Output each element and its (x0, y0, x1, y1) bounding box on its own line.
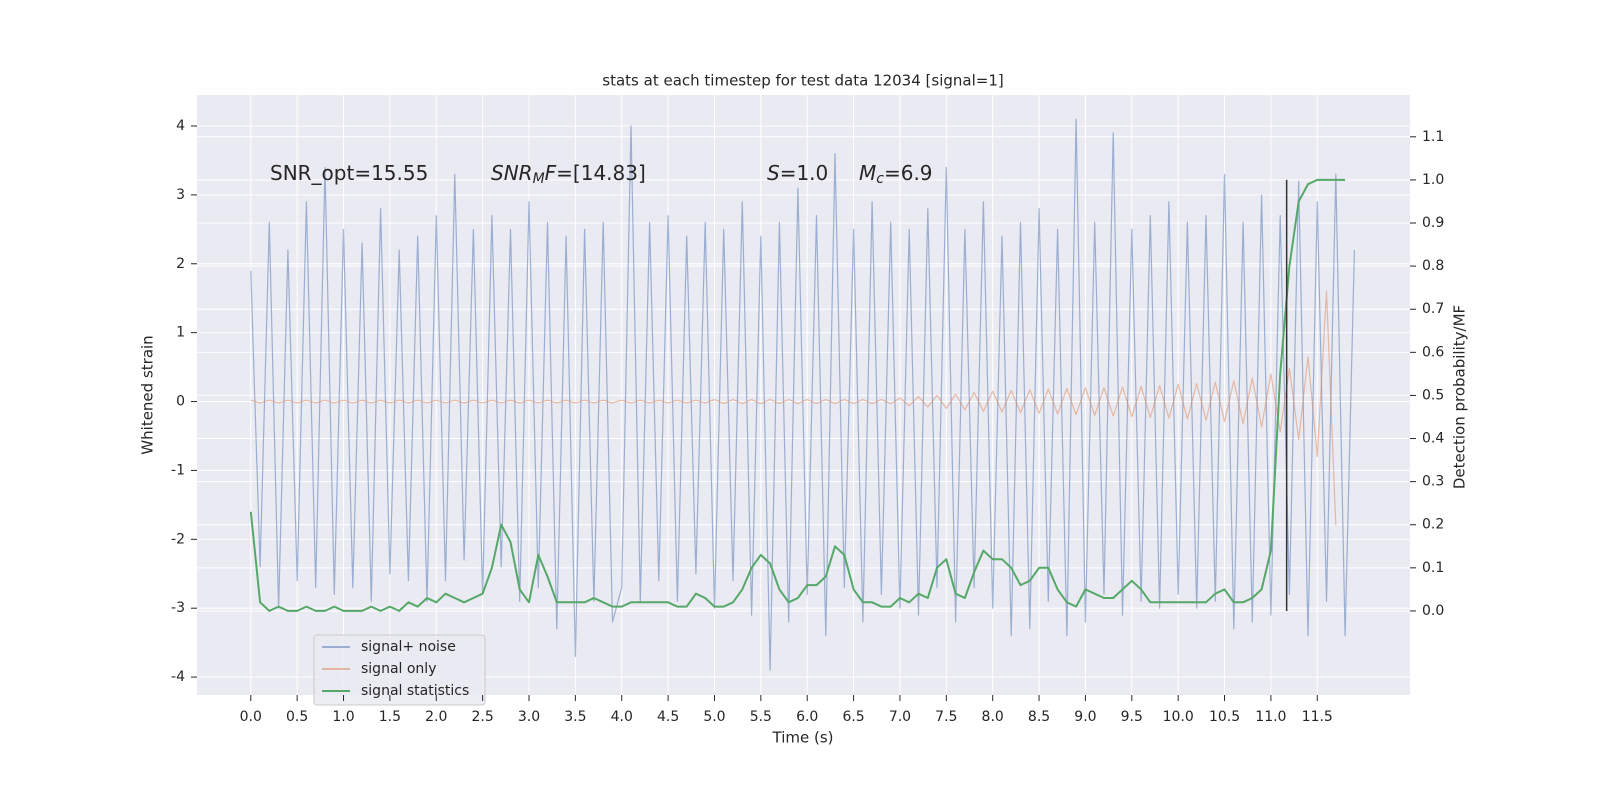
annotation: Mc=6.9 (859, 161, 933, 188)
y-tick-label: -2 (171, 531, 185, 547)
legend-box (313, 634, 486, 706)
annotation: SNR_opt=15.55 (270, 161, 428, 185)
annotation-subscript: c (876, 171, 884, 187)
annotation-text: =1.0 (780, 161, 829, 185)
x-tick-label: 10.5 (1209, 709, 1240, 725)
annotation-text: SNR_opt=15.55 (270, 161, 428, 185)
chart-title: stats at each timestep for test data 120… (602, 72, 1003, 90)
x-tick-label: 0.0 (240, 709, 262, 725)
x-tick-label: 5.5 (750, 709, 772, 725)
y2-tick-label: 0.9 (1422, 215, 1444, 231)
y2-tick-label: 0.0 (1422, 603, 1444, 619)
y-tick-label: 2 (176, 256, 185, 272)
x-axis-label: Time (s) (772, 729, 834, 747)
y2-tick-label: 0.2 (1422, 517, 1444, 533)
y-tick-label: 4 (176, 118, 185, 134)
x-tick-label: 6.0 (796, 709, 818, 725)
annotation-text: =6.9 (884, 161, 933, 185)
series-line (249, 178, 1346, 612)
y2-tick-label: 0.6 (1422, 344, 1444, 360)
y2-tick-label: 0.1 (1422, 560, 1444, 576)
x-tick-label: 5.0 (703, 709, 725, 725)
annotation: S=1.0 (767, 161, 828, 185)
x-tick-label: 8.5 (1028, 709, 1050, 725)
y-tick-label: -3 (171, 600, 185, 616)
y2-tick-label: 0.4 (1422, 431, 1444, 447)
annotation-text: SNR (491, 161, 533, 185)
series-line (250, 118, 1355, 671)
x-tick-label: 2.5 (471, 709, 493, 725)
x-tick-label: 2.0 (425, 709, 447, 725)
y2-tick-label: 0.7 (1422, 301, 1444, 317)
x-tick-label: 7.0 (889, 709, 911, 725)
x-tick-label: 7.5 (935, 709, 957, 725)
x-tick-label: 8.0 (982, 709, 1004, 725)
legend-label: signal only (361, 661, 436, 677)
marks (249, 118, 1355, 671)
annotation-text: F (545, 161, 557, 185)
legend: signal+ noise signal only signal statistic… (313, 634, 486, 706)
y2-tick-label: 0.8 (1422, 258, 1444, 274)
annotation-subscript: M (533, 171, 545, 187)
x-tick-label: 1.0 (332, 709, 354, 725)
x-tick-label: 11.0 (1255, 709, 1286, 725)
y-tick-label: 0 (176, 394, 185, 410)
x-tick-label: 3.5 (564, 709, 586, 725)
y2-tick-label: 1.1 (1422, 129, 1444, 145)
y2-axis-label: Detection probability/MF (1451, 305, 1469, 489)
legend-label: signal+ noise (361, 639, 456, 655)
x-tick-label: 10.0 (1163, 709, 1194, 725)
x-tick-label: 3.0 (518, 709, 540, 725)
x-tick-label: 0.5 (286, 709, 308, 725)
y-tick-label: -1 (171, 462, 185, 478)
y-tick-label: 3 (176, 187, 185, 203)
x-tick-label: 4.5 (657, 709, 679, 725)
y-tick-label: 1 (176, 325, 185, 341)
x-tick-label: 4.0 (611, 709, 633, 725)
y2-tick-label: 0.5 (1422, 387, 1444, 403)
x-tick-label: 1.5 (379, 709, 401, 725)
y2-tick-label: 1.0 (1422, 172, 1444, 188)
annotation-text: S (767, 161, 780, 185)
annotation-text: M (859, 161, 876, 185)
x-tick-label: 11.5 (1302, 709, 1333, 725)
annotation: SNRMF=[14.83] (491, 161, 646, 188)
y-axis-label: Whitened strain (139, 335, 157, 454)
x-tick-label: 9.0 (1074, 709, 1096, 725)
y2-tick-label: 0.3 (1422, 474, 1444, 490)
x-tick-label: 6.5 (842, 709, 864, 725)
annotation-text: =[14.83] (556, 161, 646, 185)
y-tick-label: -4 (171, 669, 185, 685)
legend-label: signal statistics (361, 683, 469, 699)
series-line (250, 290, 1337, 526)
x-tick-label: 9.5 (1121, 709, 1143, 725)
